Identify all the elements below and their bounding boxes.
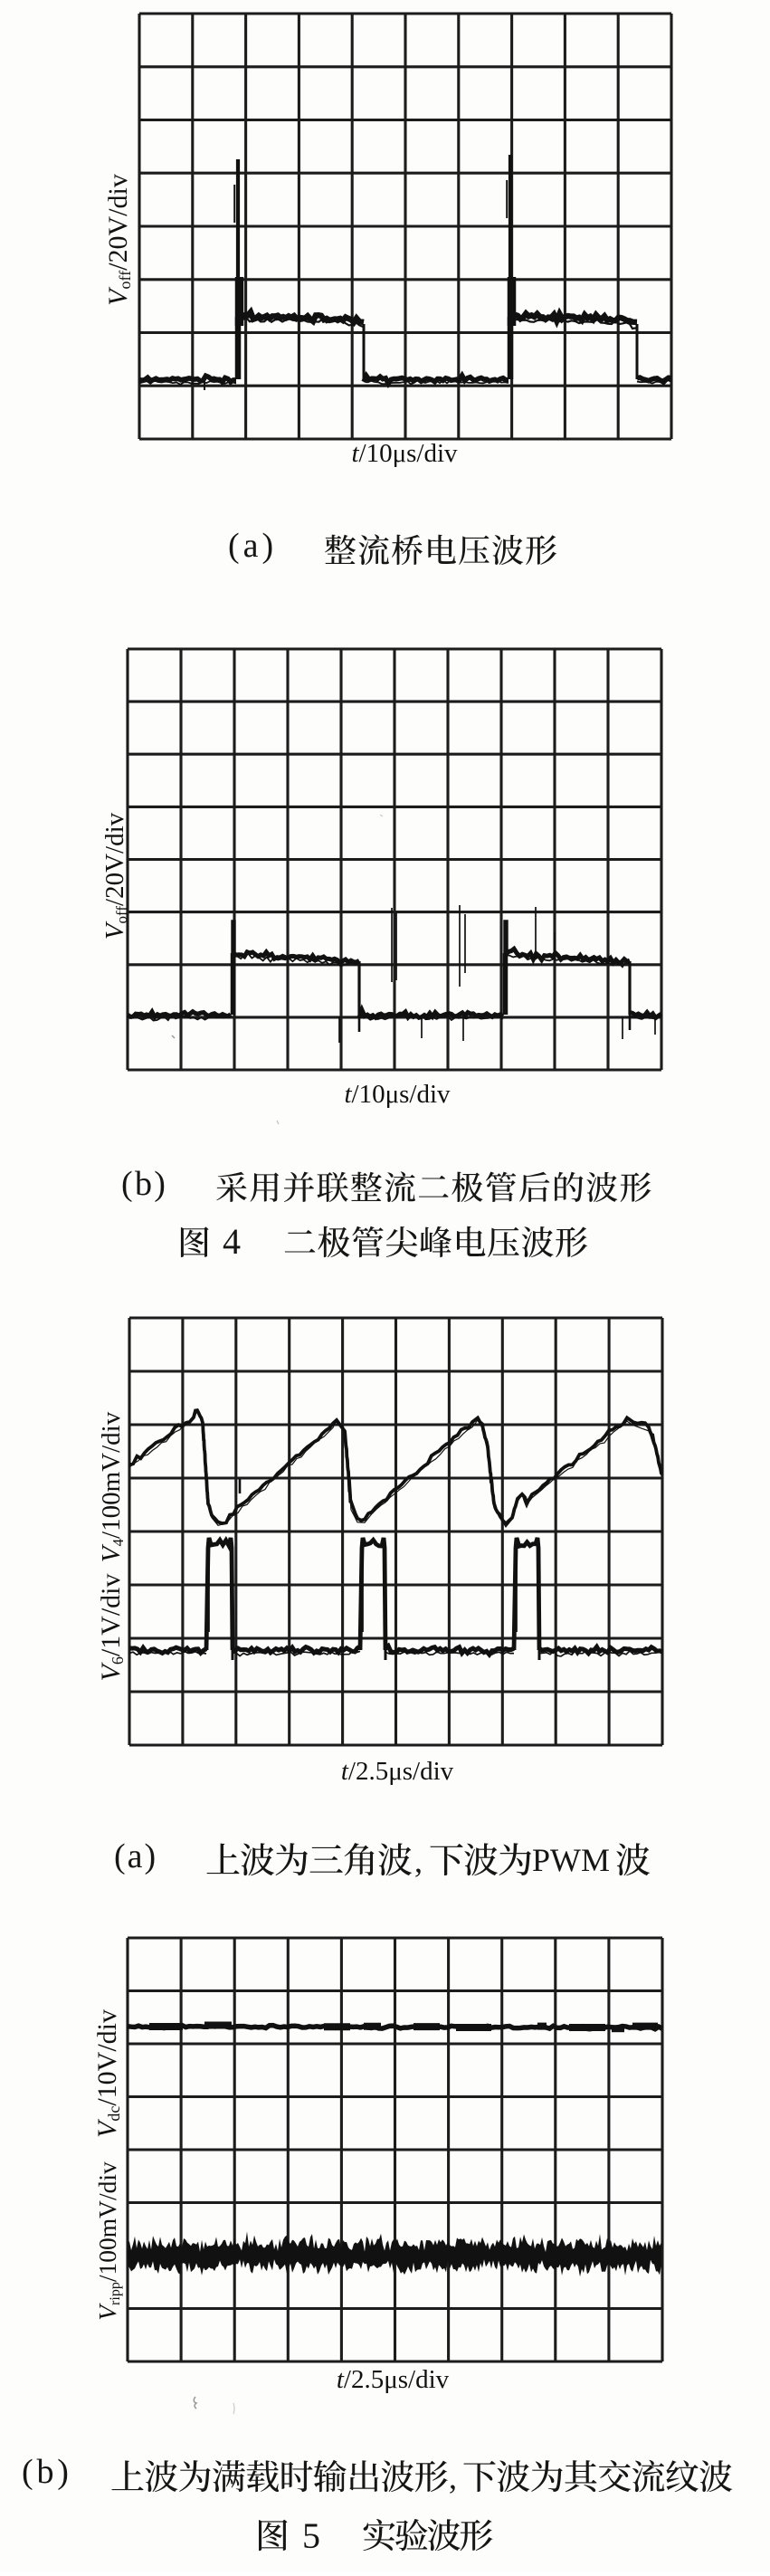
svg-text:5: 5 <box>302 2515 320 2556</box>
svg-text:t/10μs/div: t/10μs/div <box>351 439 458 468</box>
svg-text:Vripp/100mV/div: Vripp/100mV/div <box>93 2161 123 2321</box>
svg-text:V4/100mV/div: V4/100mV/div <box>97 1411 127 1562</box>
svg-text:4: 4 <box>223 1221 241 1262</box>
svg-text:Voff/20V/div: Voff/20V/div <box>103 174 134 306</box>
svg-text:PWM: PWM <box>532 1842 610 1878</box>
svg-text:(a): (a) <box>228 527 277 565</box>
svg-text:Voff/20V/div: Voff/20V/div <box>100 812 130 940</box>
svg-text:t/2.5μs/div: t/2.5μs/div <box>337 2365 450 2394</box>
svg-text:t/10μs/div: t/10μs/div <box>344 1080 451 1109</box>
svg-text:t/2.5μs/div: t/2.5μs/div <box>341 1757 454 1786</box>
svg-text:,: , <box>449 2459 457 2495</box>
svg-text:,: , <box>414 1843 423 1879</box>
svg-text:(b): (b) <box>22 2453 72 2491</box>
svg-text:Vdc/10V/div: Vdc/10V/div <box>92 2009 123 2138</box>
svg-text:V6/1V/div: V6/1V/div <box>96 1574 127 1682</box>
svg-text:(b): (b) <box>121 1165 167 1203</box>
svg-text:(a): (a) <box>114 1837 157 1875</box>
